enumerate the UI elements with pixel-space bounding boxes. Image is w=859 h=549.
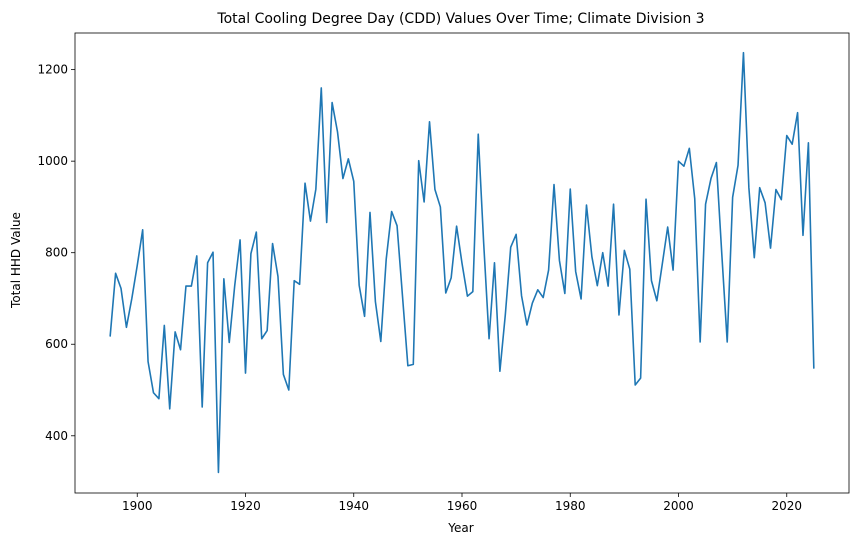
x-axis-ticks: 1900 1920 1940 1960 1980 2000 2020 [122, 493, 802, 513]
plot-area [74, 32, 850, 494]
x-tick-label: 1900 [122, 499, 153, 513]
x-axis-label: Year [447, 521, 473, 535]
y-tick-label: 800 [45, 246, 68, 260]
x-tick-label: 1960 [447, 499, 478, 513]
series-line-0 [109, 51, 815, 474]
y-tick-label: 600 [45, 337, 68, 351]
y-tick-label: 1200 [37, 63, 68, 77]
x-tick-label: 1980 [555, 499, 586, 513]
x-tick-label: 2020 [771, 499, 802, 513]
x-tick-label: 1940 [338, 499, 369, 513]
chart-title: Total Cooling Degree Day (CDD) Values Ov… [216, 11, 704, 27]
x-tick-label: 2000 [663, 499, 694, 513]
y-tick-label: 400 [45, 429, 68, 443]
y-tick-label: 1000 [37, 154, 68, 168]
y-axis-ticks: 400 600 800 1000 1200 [37, 63, 75, 443]
y-axis-label: Total HHD Value [9, 212, 23, 309]
x-tick-label: 1920 [230, 499, 261, 513]
